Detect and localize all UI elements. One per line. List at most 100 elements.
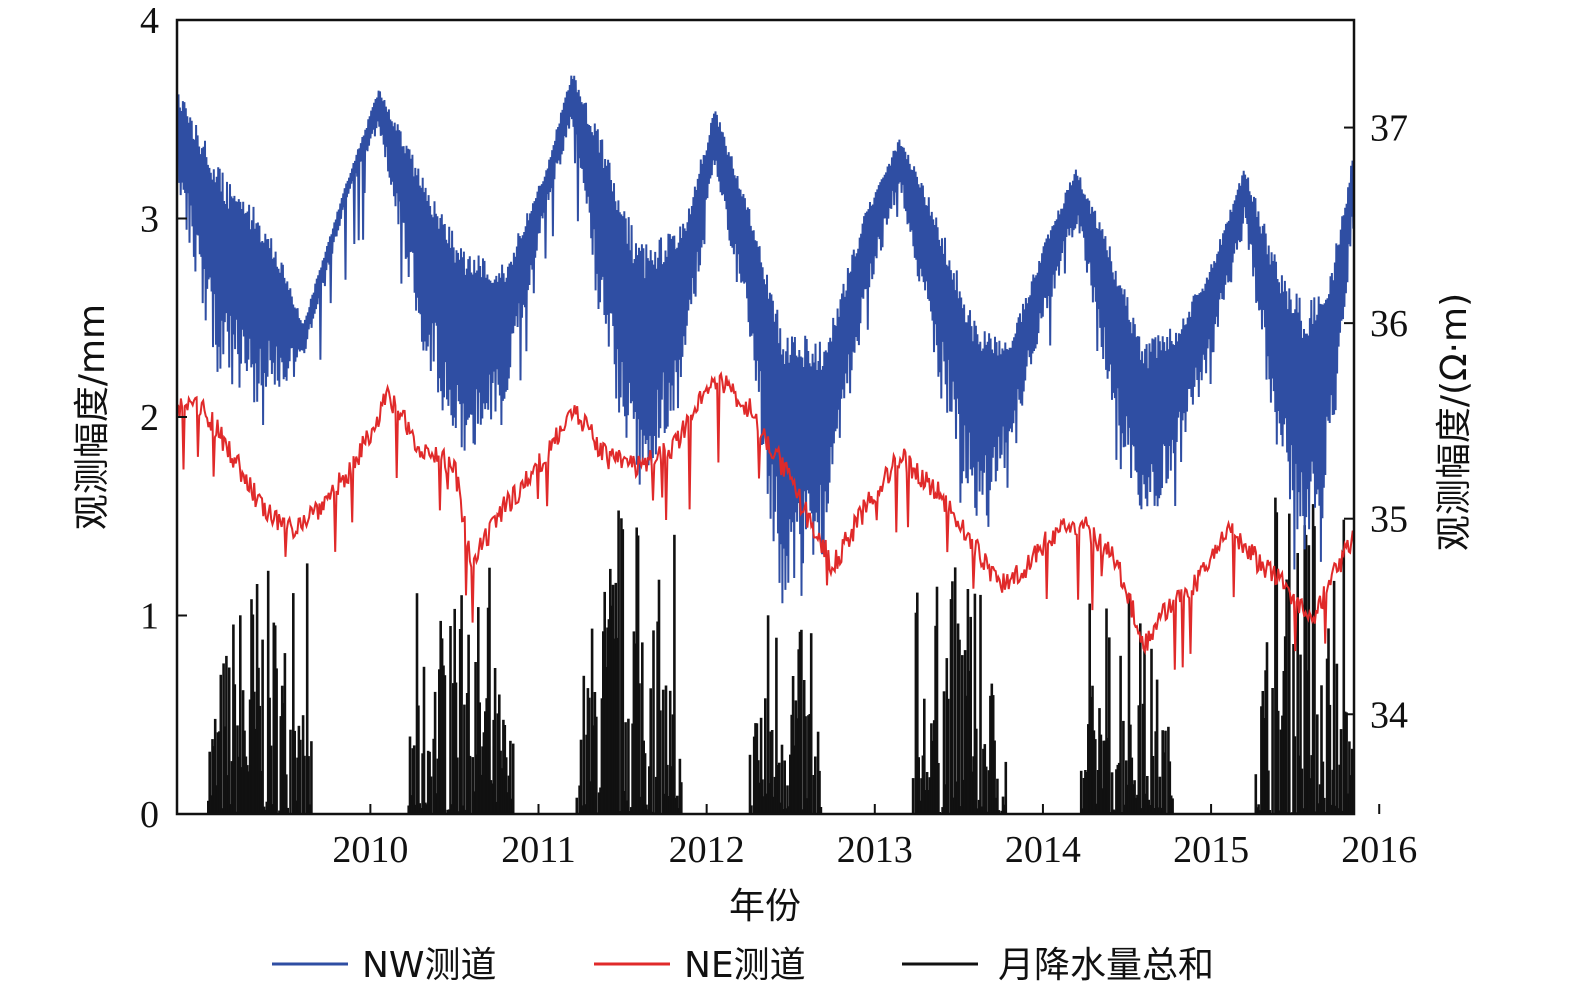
ne-line (177, 370, 1354, 670)
precip-bar (289, 729, 292, 814)
precip-bar (465, 693, 469, 814)
precip-bar (975, 728, 978, 814)
precip-bar (983, 744, 987, 814)
precip-bar (219, 674, 223, 814)
precip-bar (920, 778, 923, 814)
precip-bar (1279, 729, 1283, 814)
x-tick-label: 2014 (1005, 829, 1081, 871)
precip-bar (618, 811, 622, 814)
precip-bar (1091, 685, 1094, 814)
precip-bar (972, 756, 975, 814)
precip-bar (990, 683, 994, 814)
precip-bar (500, 768, 504, 814)
precip-bar (461, 805, 465, 814)
precip-bar (286, 807, 289, 814)
y2-tick-label: 35 (1370, 499, 1408, 541)
precip-bar (923, 698, 926, 814)
precip-bar (499, 750, 502, 814)
precip-bar (942, 691, 946, 814)
nw-series (177, 75, 1354, 604)
precip-bar (417, 705, 420, 814)
precip-bar (636, 535, 640, 814)
precip-bar (1137, 705, 1141, 814)
precip-bar (511, 743, 515, 814)
precip-bar (275, 668, 278, 814)
precip-bar (935, 586, 939, 814)
precip-bar (750, 805, 753, 814)
precip-bar (1330, 804, 1333, 814)
precip-bar (642, 740, 645, 814)
precip-bar (1331, 769, 1334, 814)
precip-bar (1139, 623, 1142, 814)
precip-bar (506, 792, 509, 814)
precip-bar (1158, 776, 1162, 814)
precip-bar (1334, 805, 1337, 814)
precip-bar (1316, 714, 1319, 814)
precip-bar (1094, 739, 1097, 814)
precip-bar (814, 756, 817, 814)
precip-bar (793, 745, 796, 814)
precip-bar (1153, 808, 1156, 814)
y-axis-ticks: 0 1 2 3 4 (140, 0, 187, 836)
precip-bar (946, 698, 950, 814)
precip-bar (789, 754, 792, 814)
precip-bar (624, 722, 627, 814)
precip-bar (976, 808, 979, 814)
precip-bar (1328, 704, 1332, 814)
precip-bar (958, 639, 961, 814)
precip-bar (264, 809, 267, 814)
precip-bar (761, 779, 764, 814)
precip-bar (590, 628, 594, 814)
precip-bar (432, 738, 435, 814)
precip-bar (670, 766, 673, 814)
precip-bar (305, 563, 309, 814)
precip-bar (918, 800, 922, 814)
precip-bar (1084, 770, 1087, 814)
precip-bar (664, 685, 668, 814)
precip-bar (798, 631, 802, 814)
precip-bar (1144, 793, 1148, 814)
precip-bar (674, 797, 678, 814)
precip-bar (989, 695, 992, 814)
precip-bar (997, 810, 1001, 814)
precip-bar (937, 763, 940, 814)
precip-bar (762, 796, 766, 814)
precip-bar (968, 670, 971, 814)
precip-bar (493, 668, 497, 814)
precip-bar (955, 781, 958, 814)
precip-bar (442, 665, 445, 814)
precip-bar (784, 808, 788, 814)
precip-bar (973, 593, 977, 814)
precip-bar (667, 796, 671, 814)
precip-bar (606, 627, 609, 814)
precip-bar (639, 796, 643, 814)
precip-bar (478, 702, 481, 814)
y-tick-label: 2 (140, 397, 159, 439)
precip-bar (1255, 807, 1259, 814)
precip-bar (643, 753, 647, 814)
precip-bar (1140, 808, 1143, 814)
precip-bar (819, 807, 823, 814)
precip-bar (1317, 803, 1320, 814)
precip-bar (1136, 794, 1139, 814)
precip-bar (254, 728, 257, 814)
precip-bar (1160, 807, 1163, 814)
precip-bar (226, 775, 230, 814)
precip-bar (1260, 706, 1263, 814)
precip-bar (582, 675, 586, 814)
precip-bar (994, 797, 998, 814)
x-tick-label: 2012 (669, 829, 745, 871)
precip-bar (790, 714, 793, 814)
precip-bar (1087, 724, 1090, 814)
precip-bar (1327, 628, 1330, 814)
precip-bar (1089, 696, 1093, 814)
precip-bar (1096, 770, 1100, 814)
precip-bar (914, 612, 918, 814)
precip-bar (1309, 778, 1312, 814)
precip-bar (279, 716, 283, 814)
precip-bar (1325, 658, 1329, 814)
precip-bar (754, 723, 757, 814)
precip-bar (979, 594, 982, 814)
precip-bar (816, 731, 820, 814)
precip-bar (308, 804, 312, 814)
